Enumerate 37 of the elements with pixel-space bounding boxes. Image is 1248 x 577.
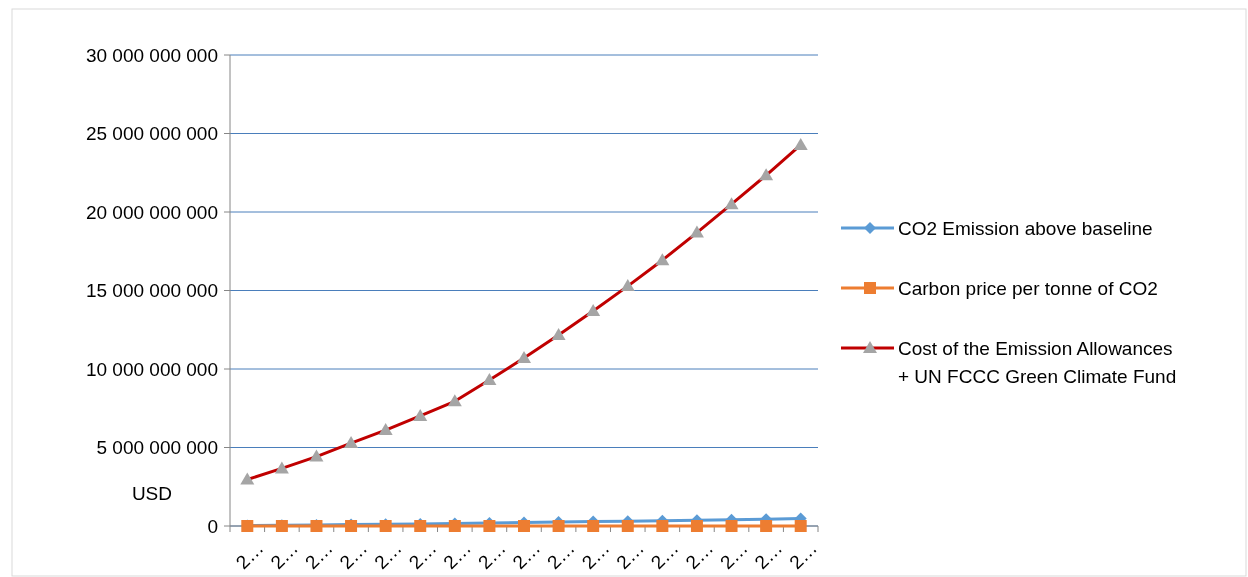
- x-tick-label: 2…: [300, 537, 337, 574]
- x-tick-label: 2…: [335, 537, 372, 574]
- legend-label: Carbon price per tonne of CO2: [898, 277, 1158, 299]
- legend-label: CO2 Emission above baseline: [898, 217, 1153, 239]
- legend-label: Cost of the Emission Allowances + UN FCCC Green Climate Fund: [898, 337, 1177, 388]
- x-tick-label: 2…: [370, 537, 406, 574]
- y-axis-title: USD: [131, 482, 172, 504]
- x-tick-label: 2…: [404, 537, 441, 574]
- point: [794, 520, 807, 532]
- x-tick-label: 2…: [646, 537, 683, 574]
- y-tick-label: 15 000 000 000: [85, 280, 218, 302]
- y-tick-label: 25 000 000 000: [85, 123, 218, 145]
- y-tick-label: 5 000 000 000: [96, 437, 218, 459]
- x-tick-label: 2…: [750, 537, 787, 574]
- x-tick-label: 2…: [577, 537, 614, 574]
- y-tick-label: 10 000 000 000: [85, 358, 218, 380]
- x-tick-label: 2…: [612, 537, 648, 574]
- point: [552, 520, 565, 532]
- y-tick-label: 20 000 000 000: [85, 201, 218, 223]
- x-tick-label: 2…: [439, 537, 476, 574]
- point: [518, 520, 530, 532]
- x-tick-label: 2…: [266, 537, 303, 574]
- y-tick-label: 0: [207, 515, 218, 537]
- x-tick-label: 2…: [543, 537, 579, 574]
- x-tick-label: 2…: [716, 537, 752, 574]
- x-tick-label: 2…: [473, 537, 510, 574]
- point: [690, 520, 703, 532]
- x-tick-label: 2…: [785, 537, 821, 574]
- y-tick-label: 30 000 000 000: [85, 44, 218, 66]
- point: [725, 520, 738, 532]
- x-tick-label: 2…: [508, 537, 545, 574]
- point: [656, 520, 669, 532]
- x-tick-label: 2…: [231, 537, 268, 574]
- point: [760, 520, 773, 532]
- point: [621, 520, 634, 532]
- point: [587, 520, 600, 532]
- x-tick-label: 2…: [681, 537, 718, 574]
